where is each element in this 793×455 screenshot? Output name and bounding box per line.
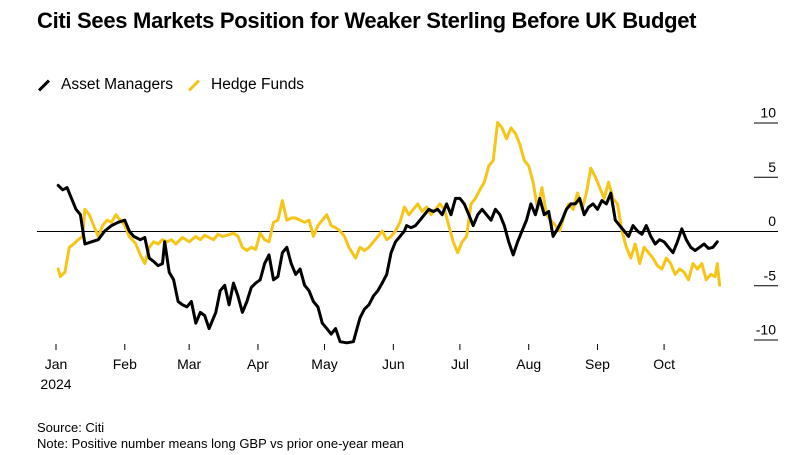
x-tick-label: Jan	[45, 356, 68, 372]
y-tick-label: 5	[768, 159, 776, 175]
x-tick-label: Aug	[516, 356, 541, 372]
x-tick-sublabel: 2024	[40, 376, 71, 392]
x-tick-label: Jun	[382, 356, 405, 372]
x-tick-label: Jul	[451, 356, 469, 372]
chart-legend: Asset Managers Hedge Funds	[37, 74, 318, 96]
chart-footer: Source: Citi Note: Positive number means…	[37, 420, 404, 452]
x-tick-label: Sep	[585, 356, 610, 372]
footnote: Note: Positive number means long GBP vs …	[37, 436, 404, 451]
x-tick-label: Oct	[653, 356, 675, 372]
chart-title: Citi Sees Markets Position for Weaker St…	[37, 8, 697, 33]
x-tick-label: Apr	[247, 356, 269, 372]
y-tick-label: -10	[756, 322, 776, 338]
x-tick-label: Feb	[113, 356, 137, 372]
y-tick-label: 10	[760, 105, 776, 121]
legend-item-hedge-funds: Hedge Funds	[187, 76, 304, 94]
x-tick-label: Mar	[177, 356, 201, 372]
legend-label-asset-managers: Asset Managers	[61, 76, 173, 93]
y-tick-label: -5	[764, 267, 777, 283]
x-tick-label: May	[311, 356, 337, 372]
series-line-asset-managers	[56, 183, 719, 345]
source-note: Source: Citi	[37, 420, 105, 435]
legend-label-hedge-funds: Hedge Funds	[211, 76, 305, 93]
y-tick-label: 0	[768, 213, 776, 229]
legend-item-asset-managers: Asset Managers	[37, 76, 173, 94]
